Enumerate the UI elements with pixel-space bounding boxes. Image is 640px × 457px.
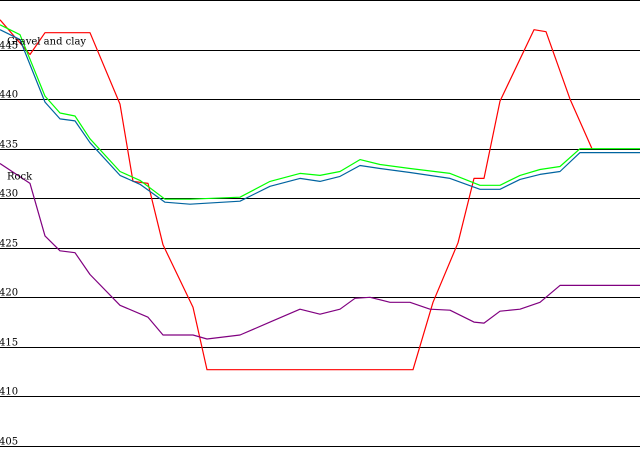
series-line-1: [0, 19, 593, 371]
y-tick-label-445: 445: [0, 41, 18, 52]
series-line-2: [0, 24, 640, 200]
annotation-2: Rock: [7, 171, 33, 182]
annotations: Gravel and clay Rock: [7, 37, 86, 183]
y-tick-label-420: 420: [0, 288, 18, 299]
series-line-4: [0, 163, 640, 340]
series-lines: [0, 19, 640, 371]
annotation-1: Gravel and clay: [7, 37, 86, 48]
y-tick-label-415: 415: [0, 338, 18, 349]
y-tick-label-405: 405: [0, 437, 18, 448]
y-tick-label-410: 410: [0, 387, 18, 398]
y-gridlines: [0, 0, 640, 447]
y-tick-labels: 405 410 415 420 425 430 435 440 445 450: [0, 0, 18, 448]
y-tick-label-425: 425: [0, 239, 18, 250]
y-tick-label-440: 440: [0, 90, 18, 101]
y-tick-label-435: 435: [0, 140, 18, 151]
y-tick-label-430: 430: [0, 189, 18, 200]
y-tick-label-450: 450: [0, 0, 18, 2]
series-line-3: [0, 29, 640, 205]
